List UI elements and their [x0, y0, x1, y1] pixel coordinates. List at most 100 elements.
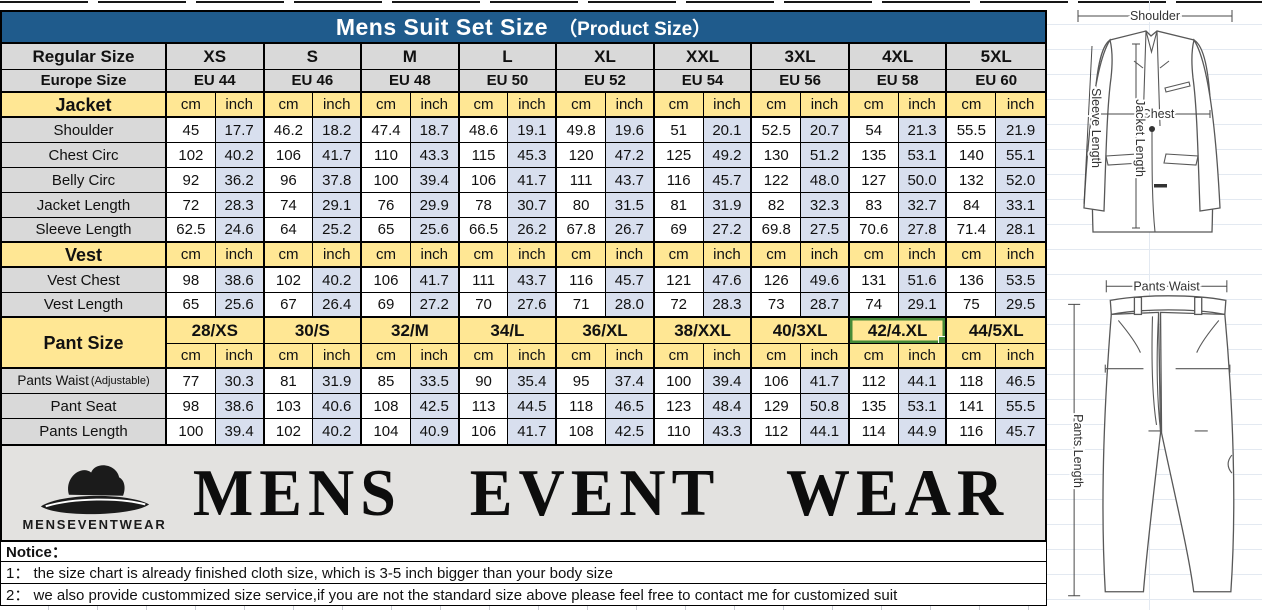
data-cell-inch: 44.1: [898, 369, 948, 394]
jacket-length-label: Jacket Length: [1133, 99, 1147, 177]
vest-section-label: Vest: [2, 243, 167, 268]
data-cell-cm: 102: [264, 419, 314, 444]
unit-cm-header: cm: [849, 93, 899, 118]
unit-cm-header: cm: [849, 243, 899, 268]
data-cell-inch: 51.2: [801, 143, 850, 168]
belt-loop-left: [1133, 296, 1143, 316]
data-cell-inch: 39.4: [215, 419, 265, 444]
unit-inch-header: inch: [801, 93, 850, 118]
data-cell-cm: 113: [459, 394, 509, 419]
data-cell-inch: 28.7: [801, 293, 850, 318]
data-cell-cm: 123: [654, 394, 704, 419]
row-label-note: (Adjustable): [90, 374, 150, 387]
right-leg-crease: [1227, 454, 1233, 474]
data-cell-inch: 45.7: [996, 419, 1045, 444]
data-cell-cm: 65: [167, 293, 216, 318]
data-cell-inch: 30.3: [215, 369, 265, 394]
data-cell-cm: 116: [557, 268, 606, 293]
data-cell-cm: 70: [459, 293, 509, 318]
unit-cm-header: cm: [167, 344, 216, 369]
pant-size-header: 32/M: [362, 318, 460, 344]
data-cell-inch: 21.9: [996, 118, 1045, 143]
unit-cm-header: cm: [264, 243, 314, 268]
data-cell-inch: 29.9: [410, 193, 460, 218]
jacket-lower-button: [1154, 184, 1167, 188]
pants-waistband: [1109, 295, 1227, 316]
chest-label: Chest: [1142, 107, 1175, 121]
data-cell-cm: 67: [264, 293, 314, 318]
data-cell-cm: 96: [264, 168, 314, 193]
data-cell-inch: 52.0: [996, 168, 1045, 193]
chest-measure: Chest: [1093, 105, 1211, 123]
data-cell-inch: 18.2: [313, 118, 363, 143]
data-cell-cm: 54: [849, 118, 899, 143]
data-cell-inch: 44.9: [898, 419, 948, 444]
size-table: Regular Size XS S M L XL XXL 3XL 4XL 5XL Europe Si…: [0, 44, 1047, 446]
diagram-panel: Shoulder Chest Jacket Length: [1047, 0, 1262, 610]
row-label: Shoulder: [2, 118, 167, 143]
jacket-left-sleeve: [1083, 38, 1113, 212]
data-cell-cm: 67.8: [557, 218, 606, 243]
table-title-bar: Mens Suit Set Size （Product Size）: [0, 10, 1047, 44]
sleeve-length-label: Sleeve Length: [1089, 88, 1103, 168]
pants-length-measure: Pants Length: [1068, 303, 1087, 597]
data-cell-inch: 37.8: [313, 168, 363, 193]
unit-inch-header: inch: [996, 93, 1045, 118]
size-table-area: Mens Suit Set Size （Product Size） Regula…: [0, 10, 1047, 610]
unit-cm-header: cm: [459, 344, 509, 369]
size-header: XL: [557, 44, 655, 70]
data-cell-inch: 24.6: [215, 218, 265, 243]
data-cell-inch: 26.2: [508, 218, 558, 243]
unit-inch-header: inch: [508, 93, 558, 118]
data-cell-inch: 47.2: [606, 143, 655, 168]
data-cell-cm: 106: [362, 268, 411, 293]
data-cell-cm: 74: [264, 193, 314, 218]
data-cell-cm: 116: [654, 168, 704, 193]
data-cell-inch: 49.2: [703, 143, 753, 168]
selection-handle: [938, 336, 946, 343]
data-cell-cm: 106: [752, 369, 802, 394]
data-cell-cm: 118: [557, 394, 606, 419]
data-cell-cm: 90: [459, 369, 509, 394]
data-cell-cm: 92: [167, 168, 216, 193]
data-cell-inch: 26.7: [606, 218, 655, 243]
europe-size-label: Europe Size: [2, 70, 167, 93]
data-cell-inch: 27.6: [508, 293, 558, 318]
data-cell-cm: 102: [264, 268, 314, 293]
data-cell-inch: 27.8: [898, 218, 948, 243]
data-cell-cm: 70.6: [849, 218, 899, 243]
data-cell-inch: 41.7: [801, 369, 850, 394]
data-cell-inch: 43.7: [606, 168, 655, 193]
unit-cm-header: cm: [362, 93, 411, 118]
data-cell-inch: 25.2: [313, 218, 363, 243]
data-cell-cm: 84: [947, 193, 997, 218]
data-cell-cm: 108: [362, 394, 411, 419]
data-cell-inch: 28.3: [215, 193, 265, 218]
unit-inch-header: inch: [410, 344, 460, 369]
data-cell-inch: 51.6: [898, 268, 948, 293]
data-cell-inch: 33.1: [996, 193, 1045, 218]
data-cell-cm: 135: [849, 394, 899, 419]
size-header: 3XL: [752, 44, 850, 70]
unit-inch-header: inch: [508, 344, 558, 369]
cropped-bottom-strip: [0, 606, 1047, 610]
data-cell-cm: 104: [362, 419, 411, 444]
data-cell-inch: 20.7: [801, 118, 850, 143]
unit-cm-header: cm: [362, 344, 411, 369]
unit-inch-header: inch: [606, 344, 655, 369]
data-cell-inch: 29.5: [996, 293, 1045, 318]
europe-size-header: EU 52: [557, 70, 655, 93]
europe-size-header: EU 46: [264, 70, 363, 93]
data-cell-inch: 45.7: [703, 168, 753, 193]
data-cell-cm: 74: [849, 293, 899, 318]
data-cell-cm: 141: [947, 394, 997, 419]
data-cell-inch: 40.2: [313, 419, 363, 444]
pant-size-header: 34/L: [459, 318, 558, 344]
unit-cm-header: cm: [264, 344, 314, 369]
data-cell-inch: 31.9: [703, 193, 753, 218]
data-cell-cm: 76: [362, 193, 411, 218]
data-cell-inch: 32.7: [898, 193, 948, 218]
data-cell-cm: 130: [752, 143, 802, 168]
data-cell-inch: 28.1: [996, 218, 1045, 243]
